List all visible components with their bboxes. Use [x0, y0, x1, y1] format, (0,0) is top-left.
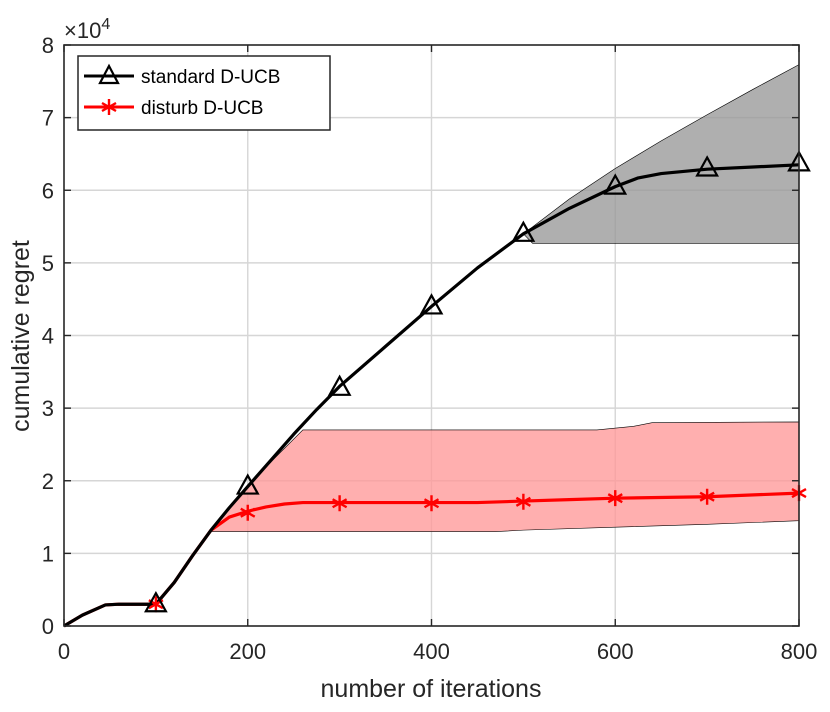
legend: standard D-UCB disturb D-UCB	[77, 55, 331, 131]
y-axis-label: cumulative regret	[7, 240, 35, 432]
y-tick-label: 6	[42, 178, 54, 203]
data-point-standard	[603, 173, 628, 195]
y-tick-label: 4	[42, 324, 54, 349]
legend-box	[77, 55, 331, 131]
y-tick-label: 5	[42, 251, 54, 276]
data-point-standard	[235, 473, 260, 495]
legend-entry-disturb: disturb D-UCB	[84, 98, 263, 119]
asterisk-marker-icon	[101, 99, 117, 115]
y-axis-ticks: 0 1 2 3 4 5 6 7 8	[42, 33, 799, 639]
data-point-standard	[419, 293, 444, 315]
data-point-disturb	[515, 493, 531, 510]
x-tick-label: 400	[413, 639, 450, 664]
x-tick-label: 0	[58, 639, 70, 664]
series-line-standard	[63, 163, 800, 628]
data-point-disturb	[699, 488, 715, 505]
y-tick-label: 2	[42, 469, 54, 494]
x-axis-label: number of iterations	[321, 675, 542, 703]
series-lines	[63, 163, 800, 628]
x-axis-ticks: 0 200 400 600 800	[58, 45, 817, 664]
y-tick-label: 0	[42, 614, 54, 639]
triangle-marker-icon	[98, 63, 120, 85]
data-point-standard	[327, 374, 352, 396]
data-point-disturb	[240, 504, 256, 521]
legend-label-disturb: disturb D-UCB	[141, 98, 263, 119]
data-point-disturb	[423, 495, 440, 512]
y-exponent-label: ×104	[64, 16, 110, 43]
data-point-disturb	[332, 495, 348, 512]
legend-label-standard: standard D-UCB	[141, 67, 280, 88]
band-disturb	[210, 421, 800, 532]
x-tick-label: 600	[597, 639, 634, 664]
y-tick-label: 8	[42, 33, 54, 58]
x-tick-label: 800	[781, 639, 818, 664]
data-point-standard	[695, 155, 719, 177]
data-point-standard	[511, 220, 536, 242]
legend-entry-standard: standard D-UCB	[84, 63, 280, 88]
y-tick-label: 7	[42, 106, 54, 131]
y-tick-label: 1	[42, 541, 54, 566]
data-point-disturb	[607, 490, 623, 507]
y-tick-label: 3	[42, 396, 54, 421]
x-tick-label: 200	[229, 639, 266, 664]
data-point-standard	[144, 590, 168, 613]
